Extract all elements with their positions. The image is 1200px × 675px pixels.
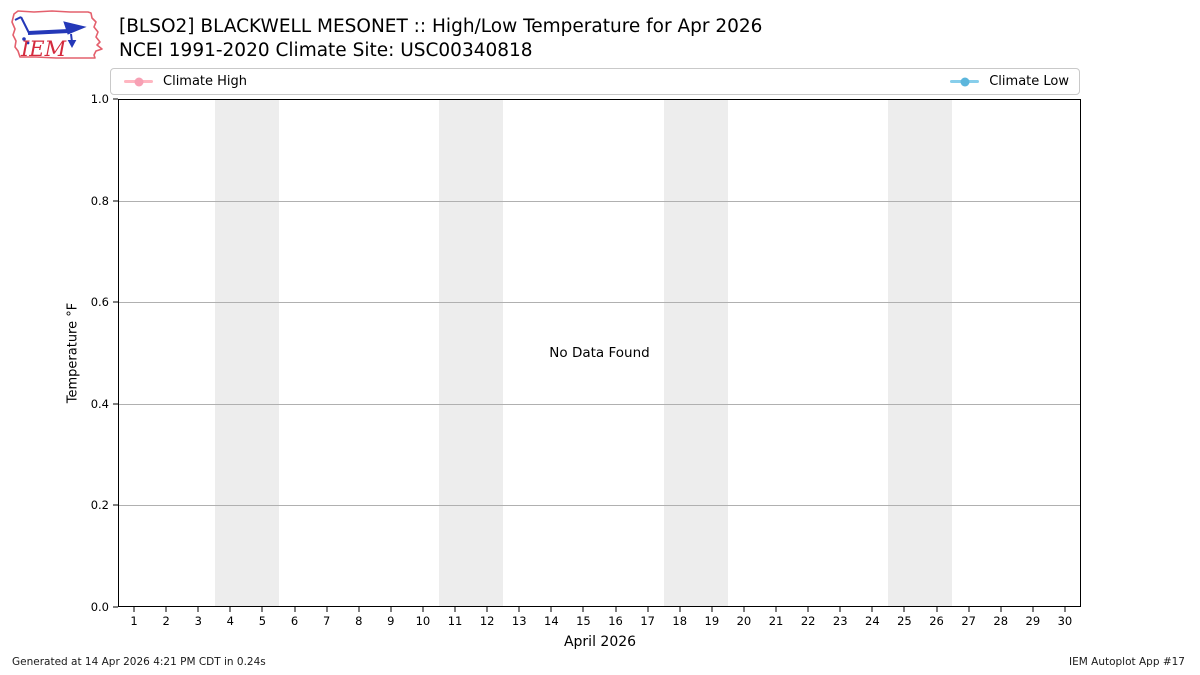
y-tick-label: 0.4	[90, 396, 109, 411]
y-gridline	[119, 201, 1080, 203]
x-tick-mark	[326, 607, 328, 612]
logo-text: IEM	[20, 37, 67, 61]
x-tick-mark	[261, 607, 263, 612]
x-tick-label: 2	[162, 614, 170, 628]
weekend-band	[887, 100, 952, 606]
y-tick-label: 0.6	[90, 295, 109, 310]
x-tick-label: 15	[576, 614, 591, 628]
x-tick-mark	[871, 607, 873, 612]
weekend-band	[439, 100, 504, 606]
y-tick-label: 1.0	[90, 92, 109, 106]
x-tick-label: 12	[479, 614, 495, 628]
climate-low-marker-icon	[950, 77, 980, 86]
y-axis-label: Temperature °F	[65, 302, 81, 404]
iem-logo: IEM	[11, 10, 103, 61]
x-tick-mark	[775, 607, 777, 612]
x-tick-label: 18	[672, 614, 688, 628]
x-tick-mark	[1000, 607, 1002, 612]
x-tick-mark	[1064, 607, 1066, 612]
x-tick-mark	[165, 607, 167, 612]
no-data-message: No Data Found	[549, 345, 650, 361]
x-tick-mark	[454, 607, 456, 612]
generated-at-text: Generated at 14 Apr 2026 4:21 PM CDT in …	[12, 656, 266, 668]
climate-high-marker-icon	[124, 77, 153, 86]
x-tick-label: 13	[511, 614, 527, 628]
chart-title: [BLSO2] BLACKWELL MESONET :: High/Low Te…	[119, 16, 763, 37]
x-tick-label: 19	[704, 614, 720, 628]
app-credit-text: IEM Autoplot App #17	[1069, 656, 1185, 668]
x-tick-label: 16	[608, 614, 623, 628]
x-tick-label: 22	[800, 614, 816, 628]
title-block: [BLSO2] BLACKWELL MESONET :: High/Low Te…	[119, 15, 762, 62]
x-tick-label: 30	[1057, 614, 1073, 628]
x-tick-mark	[294, 607, 296, 612]
x-tick-label: 7	[322, 614, 331, 628]
x-tick-label: 4	[226, 614, 235, 628]
x-tick-mark	[133, 607, 135, 612]
x-tick-label: 25	[897, 614, 912, 628]
x-tick-label: 23	[832, 614, 848, 628]
climate-high-dot-icon	[134, 77, 143, 86]
x-tick-label: 27	[961, 614, 976, 628]
y-tick-label: 0.8	[90, 193, 109, 208]
x-tick-label: 26	[929, 614, 944, 628]
x-tick-label: 1	[130, 614, 138, 628]
legend-label-climate-low: Climate Low	[989, 74, 1069, 89]
x-tick-label: 11	[447, 614, 463, 628]
x-tick-label: 9	[387, 614, 395, 628]
x-tick-label: 17	[640, 614, 655, 628]
x-tick-label: 3	[194, 614, 202, 628]
x-tick-mark	[422, 607, 424, 612]
x-tick-mark	[679, 607, 681, 612]
x-tick-label: 5	[258, 614, 267, 628]
legend-item-climate-low: Climate Low	[950, 74, 1069, 89]
x-tick-label: 21	[768, 614, 784, 628]
y-gridline	[119, 403, 1080, 405]
x-tick-label: 20	[736, 614, 752, 628]
x-tick-mark	[486, 607, 488, 612]
x-tick-mark	[197, 607, 199, 612]
x-tick-mark	[358, 607, 360, 612]
climate-low-dot-icon	[960, 77, 970, 86]
x-axis-label: April 2026	[563, 634, 637, 650]
iowa-outline-icon	[11, 10, 103, 59]
x-tick-mark	[550, 607, 552, 612]
x-tick-mark	[615, 607, 617, 612]
x-tick-mark	[390, 607, 392, 612]
x-tick-label: 14	[544, 614, 559, 628]
x-tick-label: 28	[993, 614, 1009, 628]
legend: Climate High Climate Low	[110, 68, 1080, 95]
y-tick-label: 0.0	[90, 600, 109, 614]
x-tick-label: 24	[865, 614, 880, 628]
y-gridline	[119, 302, 1080, 304]
x-tick-label: 10	[415, 614, 431, 628]
x-tick-mark	[968, 607, 970, 612]
y-tick-label: 0.2	[90, 498, 109, 513]
x-tick-mark	[903, 607, 905, 612]
y-gridline	[119, 504, 1080, 506]
x-tick-mark	[743, 607, 745, 612]
x-tick-mark	[839, 607, 841, 612]
plot-area: No Data Found	[118, 99, 1081, 607]
x-tick-mark	[1032, 607, 1034, 612]
x-tick-mark	[936, 607, 938, 612]
x-tick-mark	[807, 607, 809, 612]
weather-vane-icon	[14, 16, 87, 49]
x-tick-mark	[582, 607, 584, 612]
legend-label-climate-high: Climate High	[163, 74, 248, 89]
x-tick-label: 6	[290, 614, 299, 628]
x-tick-mark	[711, 607, 713, 612]
x-tick-label: 29	[1025, 614, 1041, 628]
chart-subtitle: NCEI 1991-2020 Climate Site: USC00340818	[119, 39, 533, 61]
x-tick-mark	[647, 607, 649, 612]
weekend-band	[663, 100, 728, 606]
x-tick-label: 8	[355, 614, 363, 628]
weekend-band	[215, 100, 280, 606]
legend-item-climate-high: Climate High	[124, 74, 247, 89]
x-tick-mark	[518, 607, 520, 612]
x-tick-mark	[229, 607, 231, 612]
